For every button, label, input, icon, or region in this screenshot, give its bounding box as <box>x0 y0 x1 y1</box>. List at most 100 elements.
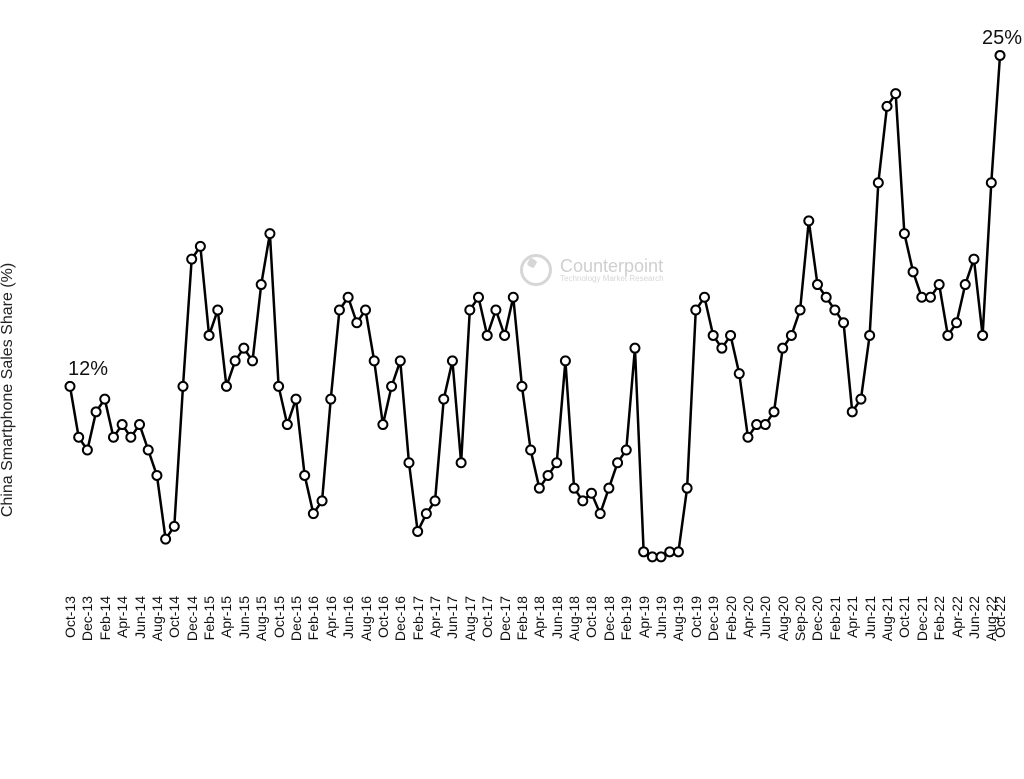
data-point <box>752 420 761 429</box>
data-point <box>578 496 587 505</box>
data-point <box>387 382 396 391</box>
data-point <box>74 433 83 442</box>
data-point <box>987 178 996 187</box>
data-point <box>630 344 639 353</box>
x-axis-tick-label: Oct-18 <box>583 596 599 638</box>
data-point <box>761 420 770 429</box>
data-point <box>839 318 848 327</box>
data-point <box>283 420 292 429</box>
data-point <box>326 395 335 404</box>
x-axis-tick-label: Apr-14 <box>114 596 130 638</box>
data-point <box>535 484 544 493</box>
data-point <box>596 509 605 518</box>
data-point <box>231 356 240 365</box>
data-point <box>978 331 987 340</box>
data-point <box>709 331 718 340</box>
x-axis-tick-label: Aug-15 <box>253 596 269 641</box>
data-point <box>856 395 865 404</box>
data-point <box>717 344 726 353</box>
x-axis-tick-label: Dec-18 <box>601 596 617 641</box>
data-point <box>196 242 205 251</box>
data-point <box>665 547 674 556</box>
data-point <box>500 331 509 340</box>
data-point <box>735 369 744 378</box>
x-axis-tick-label: Aug-14 <box>149 596 165 641</box>
data-point <box>909 267 918 276</box>
data-point <box>126 433 135 442</box>
data-point <box>604 484 613 493</box>
data-point <box>517 382 526 391</box>
x-axis-tick-label: Apr-20 <box>740 596 756 638</box>
data-point <box>465 306 474 315</box>
x-axis-tick-label: Oct-16 <box>375 596 391 638</box>
data-point <box>352 318 361 327</box>
data-point <box>361 306 370 315</box>
data-point <box>544 471 553 480</box>
data-point <box>100 395 109 404</box>
x-axis-tick-label: Jun-21 <box>862 596 878 639</box>
x-axis-tick-label: Aug-17 <box>462 596 478 641</box>
data-point <box>900 229 909 238</box>
data-point <box>291 395 300 404</box>
x-axis-tick-label: Jun-14 <box>132 596 148 639</box>
x-axis-tick-label: Feb-21 <box>827 596 843 640</box>
data-point <box>570 484 579 493</box>
data-point <box>344 293 353 302</box>
x-axis-tick-label: Jun-20 <box>757 596 773 639</box>
data-point <box>309 509 318 518</box>
data-point <box>587 489 596 498</box>
x-axis-tick-label: Oct-17 <box>479 596 495 638</box>
data-point <box>448 356 457 365</box>
data-point <box>926 293 935 302</box>
x-axis-tick-label: Aug-19 <box>670 596 686 641</box>
data-point <box>691 306 700 315</box>
data-point <box>787 331 796 340</box>
x-axis-tick-label: Jun-18 <box>549 596 565 639</box>
x-axis-tick-label: Dec-19 <box>705 596 721 641</box>
x-axis-tick-label: Aug-20 <box>775 596 791 641</box>
data-point <box>274 382 283 391</box>
x-axis-tick-label: Apr-21 <box>844 596 860 638</box>
data-point <box>778 344 787 353</box>
x-axis-tick-label: Oct-15 <box>271 596 287 638</box>
data-point <box>561 356 570 365</box>
x-axis-tick-label: Oct-21 <box>896 596 912 638</box>
data-point <box>109 433 118 442</box>
x-axis-tick-label: Dec-15 <box>288 596 304 641</box>
data-point <box>509 293 518 302</box>
x-axis-tick-label: Dec-17 <box>497 596 513 641</box>
x-axis-tick-label: Dec-20 <box>809 596 825 641</box>
x-axis-tick-label: Apr-15 <box>218 596 234 638</box>
data-point <box>674 547 683 556</box>
data-point <box>743 433 752 442</box>
data-point <box>648 552 657 561</box>
data-point <box>726 331 735 340</box>
data-point <box>891 89 900 98</box>
data-point <box>917 293 926 302</box>
data-point <box>639 547 648 556</box>
data-point <box>257 280 266 289</box>
data-point <box>996 51 1005 60</box>
data-point <box>422 509 431 518</box>
data-point <box>865 331 874 340</box>
x-axis-tick-label: Feb-14 <box>97 596 113 640</box>
data-point <box>248 356 257 365</box>
data-point <box>413 527 422 536</box>
data-point <box>178 382 187 391</box>
data-point <box>335 306 344 315</box>
data-point <box>883 102 892 111</box>
x-axis-tick-label: Apr-22 <box>949 596 965 638</box>
y-axis-label: China Smartphone Sales Share (%) <box>0 262 17 516</box>
data-point <box>265 229 274 238</box>
x-axis-tick-label: Jun-22 <box>966 596 982 639</box>
data-point <box>613 458 622 467</box>
data-point <box>848 407 857 416</box>
x-axis-tick-label: Apr-16 <box>323 596 339 638</box>
data-point <box>700 293 709 302</box>
data-point <box>961 280 970 289</box>
data-point <box>118 420 127 429</box>
x-axis-tick-label: Feb-20 <box>723 596 739 640</box>
x-axis-tick-label: Feb-17 <box>410 596 426 640</box>
data-point <box>552 458 561 467</box>
series-line <box>70 55 1000 556</box>
